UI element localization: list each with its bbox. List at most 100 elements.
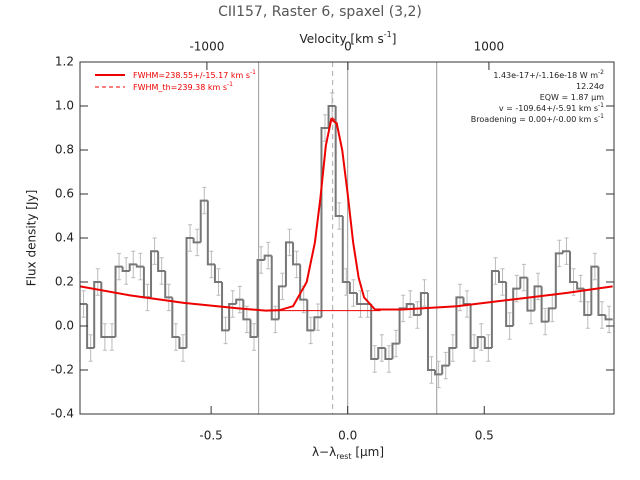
histogram-step (284, 241, 294, 287)
x2-tick-label: -1000 (189, 40, 224, 54)
histogram-step (121, 266, 130, 272)
histogram-step (590, 265, 599, 315)
histogram-step (341, 216, 350, 283)
x-tick-label: 0.0 (338, 429, 357, 443)
histogram-step (533, 285, 542, 311)
histogram-step (576, 282, 585, 290)
histogram-step (164, 271, 173, 299)
histogram-step (242, 299, 251, 321)
legend-sup: -1 (227, 81, 233, 88)
histogram-step (547, 307, 556, 322)
histogram-step (270, 255, 279, 321)
histogram-step (412, 304, 421, 316)
y-tick-label: 1.2 (55, 55, 74, 69)
histogram-step (441, 364, 450, 375)
annotation-sup: -1 (598, 102, 604, 109)
histogram-step (199, 199, 208, 243)
annotation-sup: -2 (598, 69, 604, 76)
annotation: Broadening = 0.00+/-0.00 km s-1 (471, 113, 604, 124)
histogram-step (348, 282, 357, 294)
y-axis-label: Flux density [Jy] (25, 190, 39, 287)
histogram-step (604, 315, 613, 321)
label-part: ] (392, 32, 397, 46)
histogram-step (526, 277, 535, 312)
legend-text: FWHM_th=239.38 km s (133, 83, 227, 92)
histogram-step (583, 288, 592, 316)
fit-curve (79, 117, 613, 312)
legend-text: FWHM=238.55+/-15.17 km s (133, 71, 250, 80)
label-sup: -1 (384, 30, 392, 39)
histogram-step (554, 252, 563, 309)
histogram-step (483, 337, 492, 349)
y-tick-label: 0.6 (55, 187, 74, 201)
histogram-step (476, 336, 485, 348)
annotation-text: EQW = 1.87 µm (540, 93, 604, 102)
histogram-step (114, 265, 123, 337)
histogram-step (377, 347, 386, 359)
histogram-step (213, 264, 223, 283)
histogram-step (426, 293, 436, 371)
annotation: 12.24σ (576, 82, 604, 91)
fit-th-curve (279, 116, 376, 311)
histogram-step (235, 298, 244, 304)
histogram-step (157, 251, 166, 272)
histogram-step (185, 237, 194, 348)
x-tick-label: -0.5 (199, 429, 222, 443)
y-tick-label: -0.4 (51, 407, 74, 421)
legend-sup: -1 (250, 69, 256, 76)
histogram-step (384, 348, 393, 360)
histogram-step (490, 270, 500, 348)
histogram-step (299, 264, 308, 301)
histogram-step (370, 304, 379, 360)
annotation-text: 1.43e-17+/-1.16e-18 W m (493, 71, 598, 80)
histogram-step (221, 282, 230, 332)
histogram-step (256, 259, 265, 337)
x-axis-label: λ−λrest [µm] (312, 445, 384, 461)
histogram-step (93, 281, 102, 348)
histogram-step (561, 250, 571, 254)
histogram-step (469, 304, 478, 349)
histogram-step (519, 276, 528, 289)
histogram-step (292, 242, 301, 266)
histogram-step (277, 285, 286, 320)
histogram-step (178, 337, 187, 349)
histogram-step (597, 266, 606, 316)
histogram-step (171, 297, 180, 338)
histogram-step (128, 263, 137, 271)
histogram-step (355, 293, 365, 305)
histogram-step (206, 200, 215, 266)
annotation-text: 12.24σ (576, 82, 604, 91)
annotation: 1.43e-17+/-1.16e-18 W m-2 (493, 69, 604, 80)
histogram-step (455, 296, 464, 348)
x2-tick-label: 0 (344, 40, 352, 54)
x2-tick-label: 1000 (474, 40, 505, 54)
histogram-step (405, 303, 414, 309)
histogram-step (498, 271, 507, 283)
legend-label: FWHM_th=239.38 km s-1 (133, 81, 233, 92)
histogram-step (434, 370, 443, 376)
y-tick-label: 0.0 (55, 319, 74, 333)
histogram-step (391, 342, 400, 359)
histogram-step (86, 304, 95, 349)
histogram-step (306, 299, 315, 332)
annotation-sup: -1 (598, 113, 604, 120)
histogram-step (135, 264, 144, 268)
histogram-step (263, 254, 272, 260)
histogram-step (327, 105, 336, 128)
histogram-step (448, 347, 457, 366)
histogram-step (505, 282, 514, 327)
annotation: v = -109.64+/-5.91 km s-1 (499, 102, 604, 113)
histogram-step (540, 286, 549, 323)
annotation-text: v = -109.64+/-5.91 km s (499, 104, 598, 113)
y-tick-label: 0.2 (55, 275, 74, 289)
histogram-step (150, 250, 159, 298)
label-part: Velocity [km s (300, 32, 384, 46)
x-tick-label: 0.5 (475, 429, 494, 443)
label-part: λ−λ (312, 445, 336, 459)
label-part: [µm] (352, 445, 385, 459)
histogram-step (249, 319, 258, 338)
legend-label: FWHM=238.55+/-15.17 km s-1 (133, 69, 256, 80)
histogram-step (192, 238, 201, 244)
histogram-step (512, 287, 521, 326)
